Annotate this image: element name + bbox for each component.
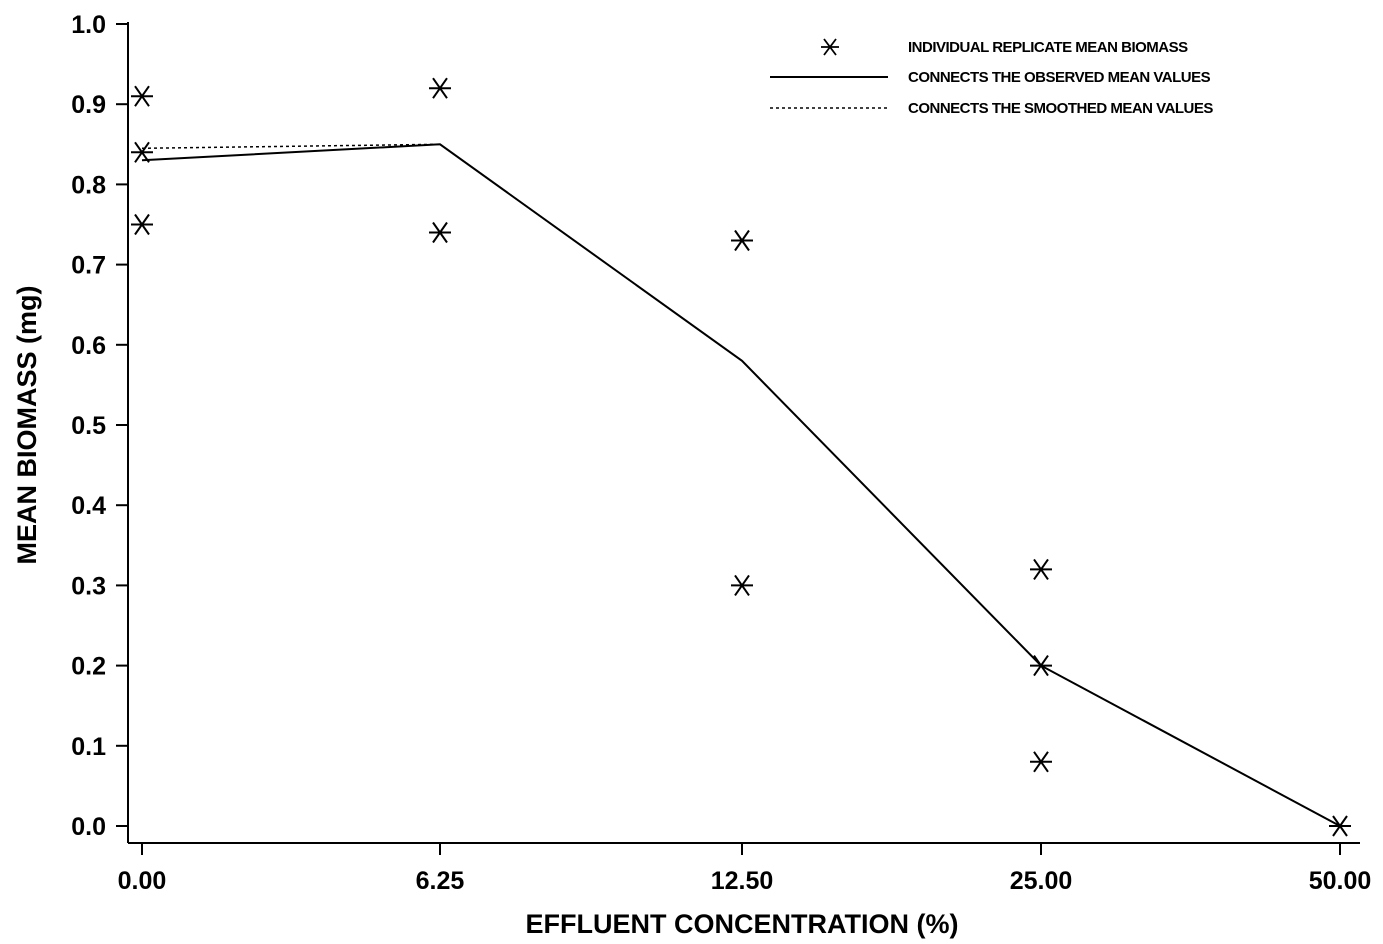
replicate-point [131, 213, 153, 236]
x-tick-label: 25.00 [1010, 867, 1073, 895]
replicate-point [131, 85, 153, 107]
axes [127, 22, 1360, 844]
replicate-point [731, 574, 753, 596]
y-tick-label: 0.9 [71, 91, 106, 119]
x-tick-label: 50.00 [1309, 867, 1372, 895]
replicate-point [1030, 751, 1052, 773]
series-lines [141, 143, 1341, 827]
replicate-point [1030, 558, 1052, 580]
legend-label-smoothed: CONNECTS THE SMOOTHED MEAN VALUES [908, 100, 1213, 117]
smoothed-mean-line [141, 143, 1341, 827]
legend-label-observed: CONNECTS THE OBSERVED MEAN VALUES [908, 69, 1211, 86]
x-ticks: 0.00 6.25 12.50 25.00 50.00 [118, 843, 1372, 895]
replicate-markers [131, 77, 1351, 837]
y-tick-label: 0.3 [71, 572, 106, 600]
replicate-point [1329, 815, 1351, 837]
y-tick-label: 0.4 [71, 492, 106, 520]
x-tick-label: 12.50 [711, 867, 774, 895]
y-tick-label: 0.1 [71, 733, 106, 761]
x-tick-label: 6.25 [416, 867, 465, 895]
y-tick-label: 0.0 [71, 813, 106, 841]
y-tick-label: 0.5 [71, 412, 106, 440]
y-tick-label: 1.0 [71, 11, 106, 39]
replicate-point [429, 221, 451, 244]
legend-marker-asterisk [821, 38, 839, 56]
y-tick-label: 0.2 [71, 653, 106, 681]
y-tick-label: 0.7 [71, 252, 106, 280]
legend-label-replicate: INDIVIDUAL REPLICATE MEAN BIOMASS [908, 39, 1188, 56]
x-axis-label: EFFLUENT CONCENTRATION (%) [526, 909, 959, 939]
y-ticks: 0.0 0.1 0.2 0.3 0.4 0.5 0.6 0.7 0.8 0.9 1.0 [71, 11, 128, 841]
replicate-point [429, 77, 451, 99]
replicate-point [131, 141, 153, 163]
replicate-point [1030, 655, 1052, 677]
observed-mean-line [141, 143, 1341, 827]
y-tick-label: 0.8 [71, 171, 106, 199]
replicate-point [731, 229, 753, 252]
x-tick-label: 0.00 [118, 867, 167, 895]
legend: INDIVIDUAL REPLICATE MEAN BIOMASS CONNEC… [770, 38, 1214, 117]
y-tick-label: 0.6 [71, 332, 106, 360]
y-axis-label: MEAN BIOMASS (mg) [12, 286, 42, 565]
